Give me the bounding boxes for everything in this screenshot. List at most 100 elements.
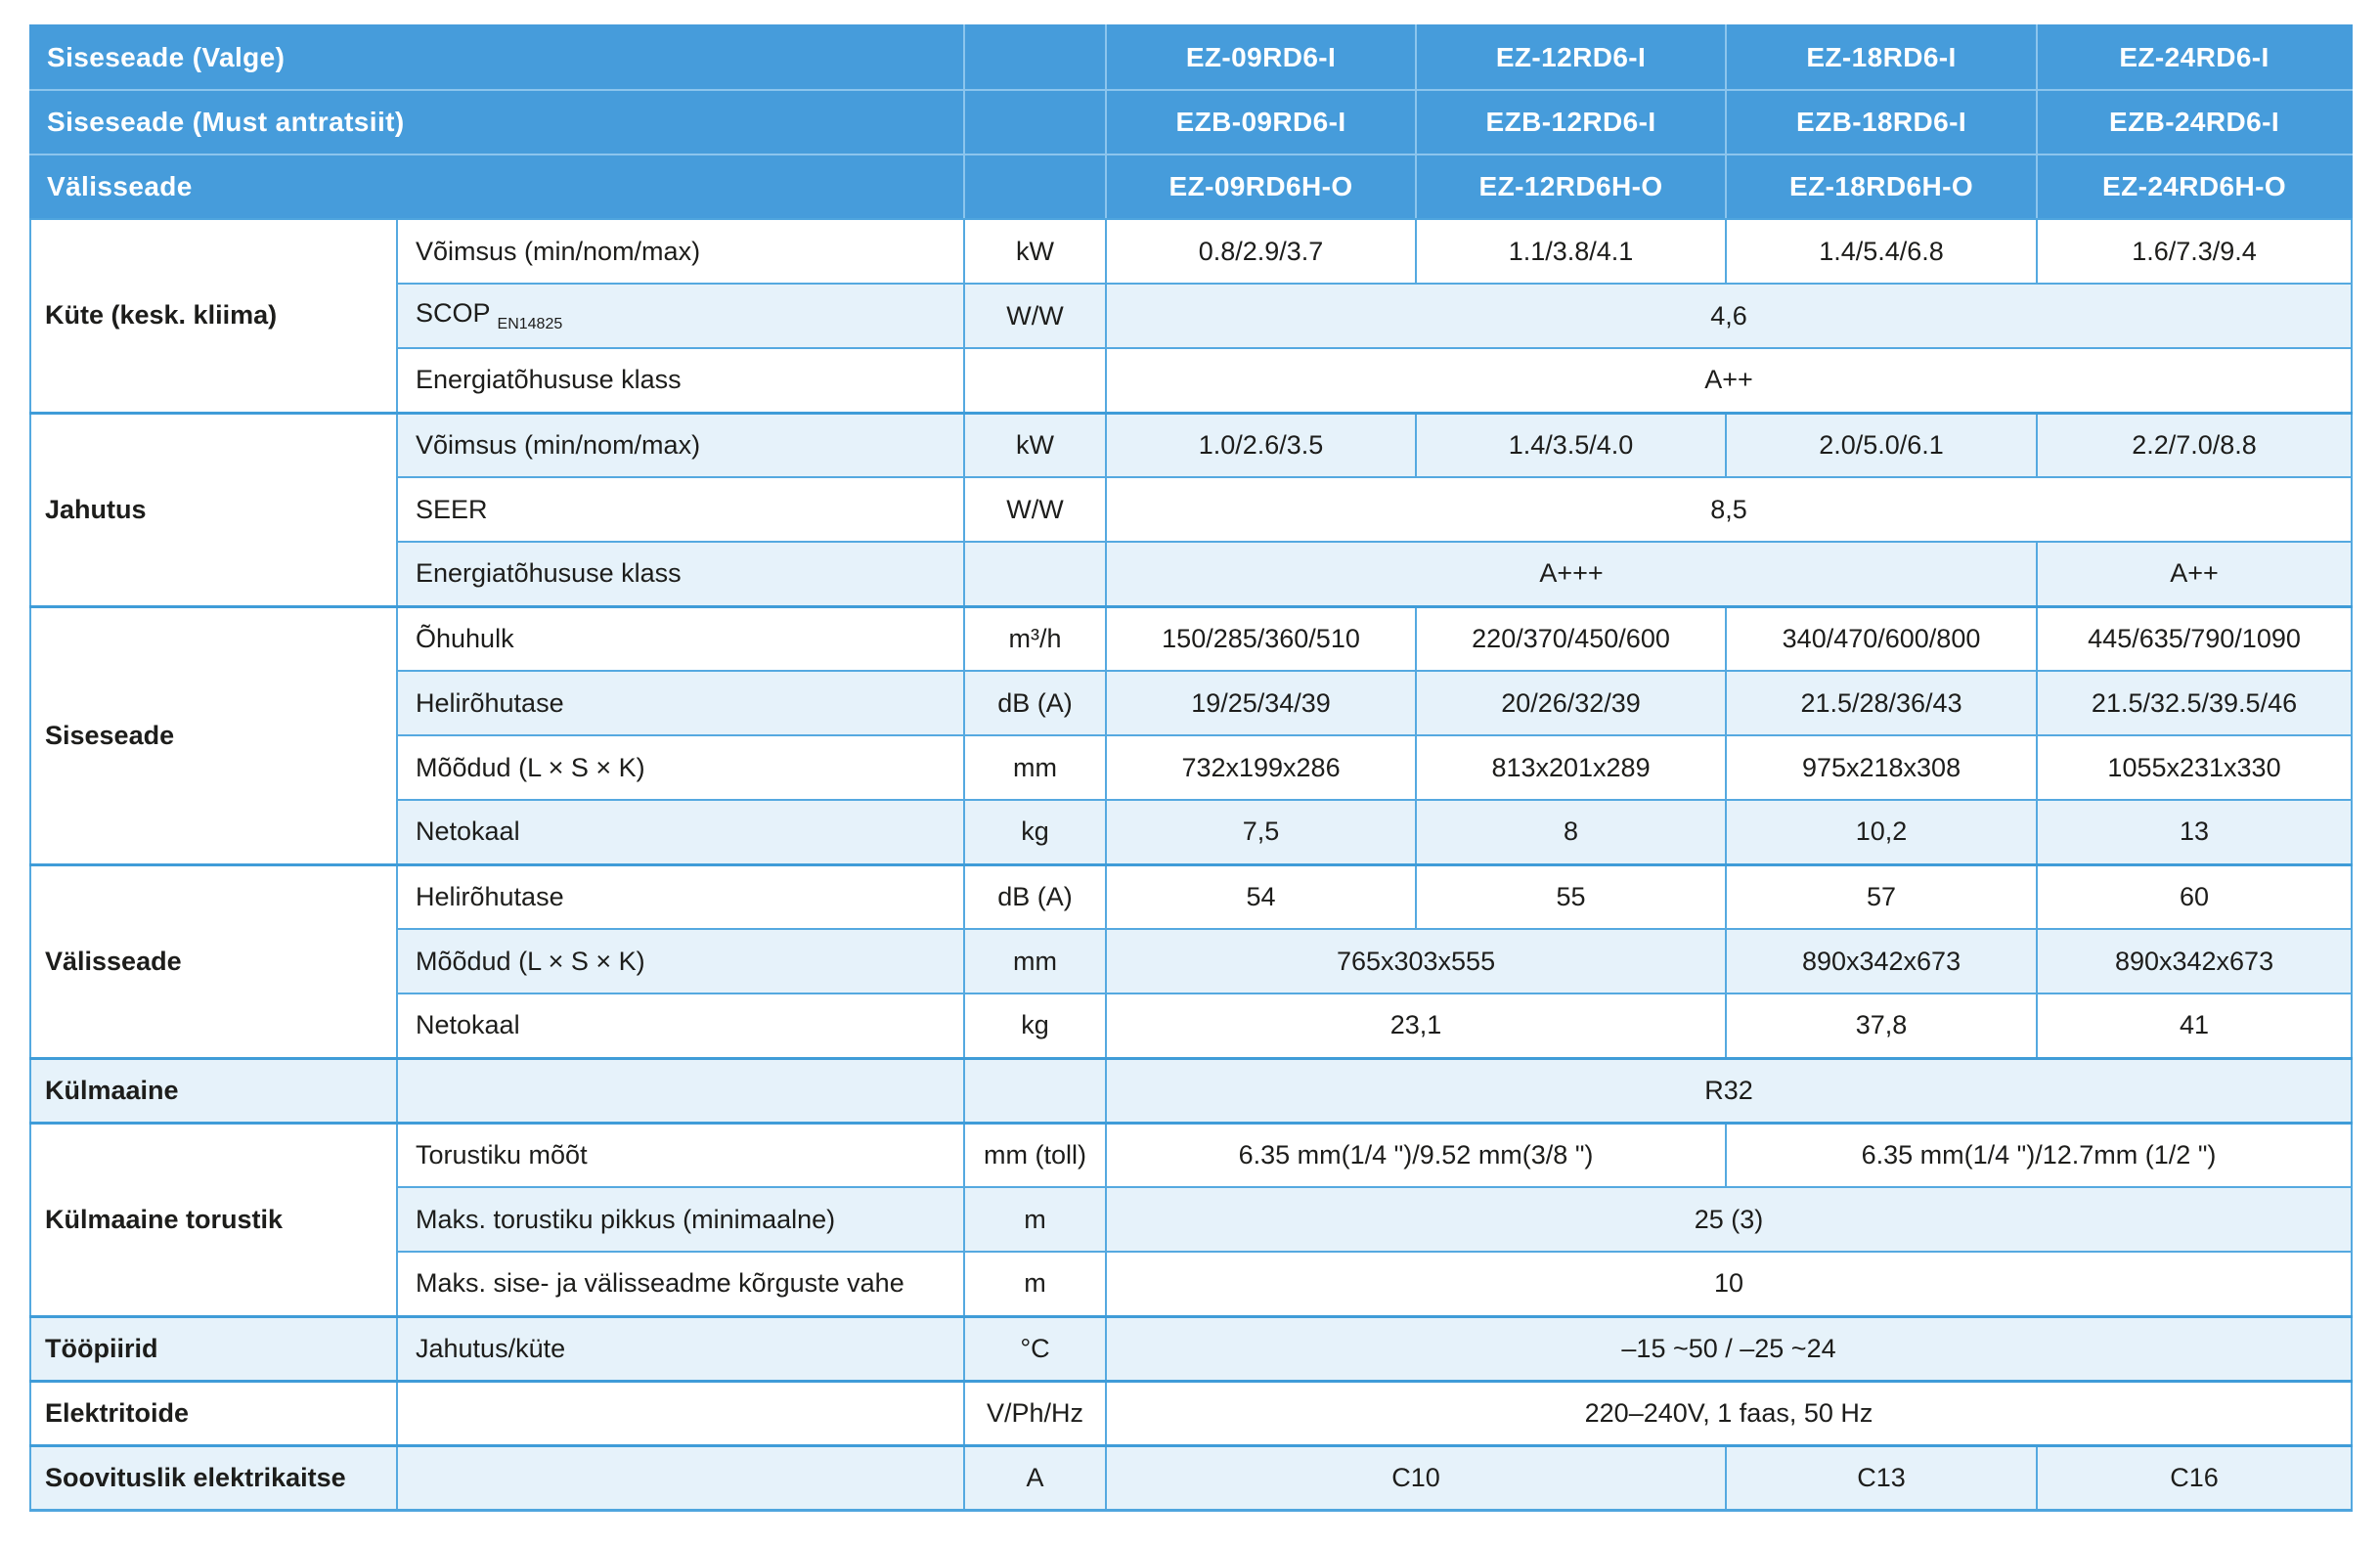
sublabel-cell: Energiatõhususe klass [395,347,966,414]
value-cell: 975x218x308 [1725,734,2039,801]
unit-cell: A [963,1443,1108,1512]
header-label: Siseseade (Must antratsiit) [28,89,966,155]
value-cell: 1.4/3.5/4.0 [1415,411,1728,478]
unit-cell: dB (A) [963,862,1108,930]
sublabel-subscript: EN14825 [497,316,563,332]
value-cell: 25 (3) [1105,1186,2354,1253]
unit-cell: dB (A) [963,670,1108,736]
unit-cell [963,541,1108,607]
value-cell: C10 [1105,1443,1728,1512]
sublabel-text: SCOP [416,298,491,328]
header-unit-spacer [963,89,1108,155]
table-row: Netokaal kg 23,1 37,8 41 [30,993,2354,1059]
value-cell: 21.5/28/36/43 [1725,670,2039,736]
model-name: EZ-18RD6H-O [1725,154,2039,220]
table-row: Siseseade Õhuhulk m³/h 150/285/360/510 220/3… [29,604,2354,865]
value-cell: 0.8/2.9/3.7 [1105,218,1418,285]
value-cell: 220–240V, 1 faas, 50 Hz [1105,1379,2354,1446]
model-name: EZ-12RD6-I [1415,24,1728,91]
sublabel-cell: Mõõdud (L × S × K) [395,928,966,994]
value-cell: 23,1 [1105,993,1728,1059]
value-cell: 41 [2036,993,2354,1059]
unit-cell [963,1056,1108,1124]
table-row: SCOP EN14825 W/W 4,6 [30,283,2354,349]
value-cell: A+++ [1105,541,2039,607]
category-cell: Jahutus [29,411,398,607]
spec-table: Siseseade (Valge) EZ-09RD6-I EZ-12RD6-I … [28,24,2354,1512]
value-cell: 765x303x555 [1105,928,1728,994]
header-row-outdoor: Välisseade EZ-09RD6H-O EZ-12RD6H-O EZ-18… [28,154,2354,220]
table-row: Maks. sise- ja välisseadme kõrguste vahe… [30,1251,2354,1317]
value-cell: C13 [1725,1443,2039,1512]
unit-cell: V/Ph/Hz [963,1379,1108,1446]
value-cell: 13 [2036,799,2354,865]
spec-table-body: Küte (kesk. kliima) Võimsus (min/nom/max)… [29,218,2354,1512]
value-cell: 8 [1415,799,1728,865]
sublabel-cell: Mõõdud (L × S × K) [395,734,966,801]
value-cell: 1055x231x330 [2036,734,2354,801]
header-label: Välisseade [28,154,966,220]
unit-cell: kg [963,993,1108,1059]
value-cell: 10 [1105,1251,2354,1317]
value-cell: 10,2 [1725,799,2039,865]
value-cell: 340/470/600/800 [1725,604,2039,672]
value-cell: 20/26/32/39 [1415,670,1728,736]
value-cell: 7,5 [1105,799,1418,865]
sublabel-cell: SCOP EN14825 [395,283,966,349]
value-cell: 813x201x289 [1415,734,1728,801]
table-row: Helirõhutase dB (A) 19/25/34/39 20/26/32/39… [30,670,2354,736]
unit-cell: kW [963,218,1108,285]
value-cell: 1.1/3.8/4.1 [1415,218,1728,285]
table-row: SEER W/W 8,5 [30,476,2354,543]
table-row: Mõõdud (L × S × K) mm 732x199x286 813x201x2… [30,734,2354,801]
category-cell: Siseseade [29,604,398,865]
header-label: Siseseade (Valge) [28,24,966,91]
table-row: Külmaaine R32 [29,1056,2354,1124]
unit-cell: m³/h [963,604,1108,672]
model-name: EZ-24RD6H-O [2036,154,2354,220]
category-cell: Elektritoide [29,1379,398,1446]
unit-cell: mm [963,928,1108,994]
value-cell: R32 [1105,1056,2354,1124]
header-row-indoor-black: Siseseade (Must antratsiit) EZB-09RD6-I … [28,89,2354,155]
header-unit-spacer [963,24,1108,91]
table-row: Energiatõhususe klass A++ [30,347,2354,414]
unit-cell: W/W [963,476,1108,543]
value-cell: 2.0/5.0/6.1 [1725,411,2039,478]
category-cell: Külmaaine [29,1056,398,1124]
value-cell: 2.2/7.0/8.8 [2036,411,2354,478]
value-cell: 57 [1725,862,2039,930]
sublabel-cell [395,1379,966,1446]
spec-table-container: Siseseade (Valge) EZ-09RD6-I EZ-12RD6-I … [28,24,2354,1512]
model-name: EZB-09RD6-I [1105,89,1418,155]
category-cell: Küte (kesk. kliima) [29,218,398,414]
value-cell: 55 [1415,862,1728,930]
category-cell: Tööpiirid [29,1314,398,1382]
model-name: EZ-24RD6-I [2036,24,2354,91]
value-cell: 21.5/32.5/39.5/46 [2036,670,2354,736]
sublabel-cell: Energiatõhususe klass [395,541,966,607]
value-cell: C16 [2036,1443,2354,1512]
sublabel-cell: Võimsus (min/nom/max) [395,218,966,285]
value-cell: 732x199x286 [1105,734,1418,801]
sublabel-cell [395,1443,966,1512]
value-cell: 6.35 mm(1/4 ")/12.7mm (1/2 ") [1725,1121,2354,1188]
value-cell: 1.6/7.3/9.4 [2036,218,2354,285]
value-cell: A++ [2036,541,2354,607]
model-name: EZB-24RD6-I [2036,89,2354,155]
table-row: Mõõdud (L × S × K) mm 765x303x555 890x342x6… [30,928,2354,994]
table-row: Netokaal kg 7,5 8 10,2 13 [30,799,2354,865]
model-name: EZ-12RD6H-O [1415,154,1728,220]
unit-cell: mm [963,734,1108,801]
unit-cell: kW [963,411,1108,478]
model-name: EZ-09RD6H-O [1105,154,1418,220]
model-name: EZ-18RD6-I [1725,24,2039,91]
value-cell: 220/370/450/600 [1415,604,1728,672]
value-cell: 8,5 [1105,476,2354,543]
table-row: Küte (kesk. kliima) Võimsus (min/nom/max)… [29,218,2354,414]
sublabel-cell: Võimsus (min/nom/max) [395,411,966,478]
table-row: Maks. torustiku pikkus (minimaalne) m 25 (… [30,1186,2354,1253]
table-row: Elektritoide V/Ph/Hz 220–240V, 1 faas, 50 … [29,1379,2354,1446]
value-cell: 1.4/5.4/6.8 [1725,218,2039,285]
table-row: Tööpiirid Jahutus/küte °C –15 ~50 / –25 ~24 [29,1314,2354,1382]
